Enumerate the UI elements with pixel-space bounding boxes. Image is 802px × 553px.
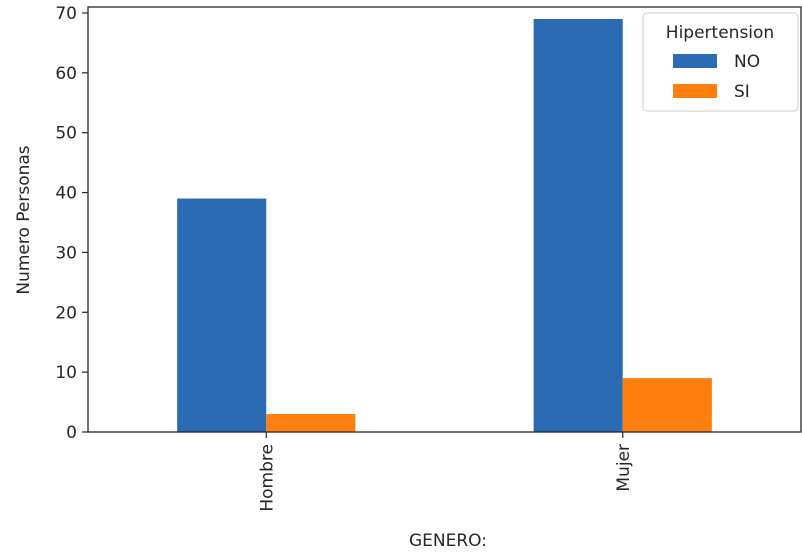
bar-mujer-si — [622, 378, 712, 432]
y-tick-label: 60 — [55, 64, 77, 84]
y-tick-label: 0 — [66, 423, 77, 443]
legend-swatch-si — [673, 84, 717, 98]
legend: Hipertension NO SI — [642, 12, 799, 112]
y-tick-label: 10 — [55, 363, 77, 383]
y-tick-label: 50 — [55, 124, 77, 144]
legend-label-no: NO — [734, 52, 760, 72]
legend-swatch-no — [673, 54, 717, 68]
y-tick-label: 30 — [55, 243, 77, 263]
legend-title: Hipertension — [666, 23, 774, 43]
y-tick-label: 20 — [55, 303, 77, 323]
x-axis: Hombre Mujer — [257, 432, 634, 512]
x-tick-label-mujer: Mujer — [614, 444, 634, 492]
x-axis-label: GENERO: — [409, 531, 487, 551]
bar-hombre-si — [266, 414, 356, 432]
y-tick-label: 40 — [55, 184, 77, 204]
bar-hombre-no — [177, 198, 267, 432]
legend-label-si: SI — [734, 82, 750, 102]
y-axis: 0 10 20 30 40 50 60 70 — [55, 4, 88, 443]
bars-group — [177, 18, 712, 432]
plot-frame — [87, 6, 802, 433]
bar-mujer-no — [533, 18, 623, 432]
y-axis-label: Numero Personas — [14, 145, 34, 294]
y-tick-label: 70 — [55, 4, 77, 24]
x-tick-label-hombre: Hombre — [257, 444, 277, 512]
